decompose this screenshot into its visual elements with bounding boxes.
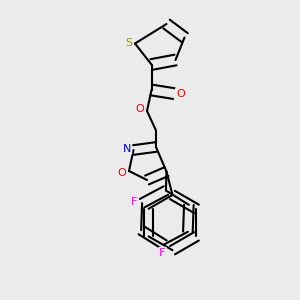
Text: F: F — [159, 248, 166, 258]
Text: S: S — [125, 38, 133, 49]
Text: O: O — [135, 103, 144, 114]
Text: O: O — [117, 167, 126, 178]
Text: O: O — [176, 88, 185, 99]
Text: N: N — [123, 143, 131, 154]
Text: F: F — [130, 197, 137, 207]
